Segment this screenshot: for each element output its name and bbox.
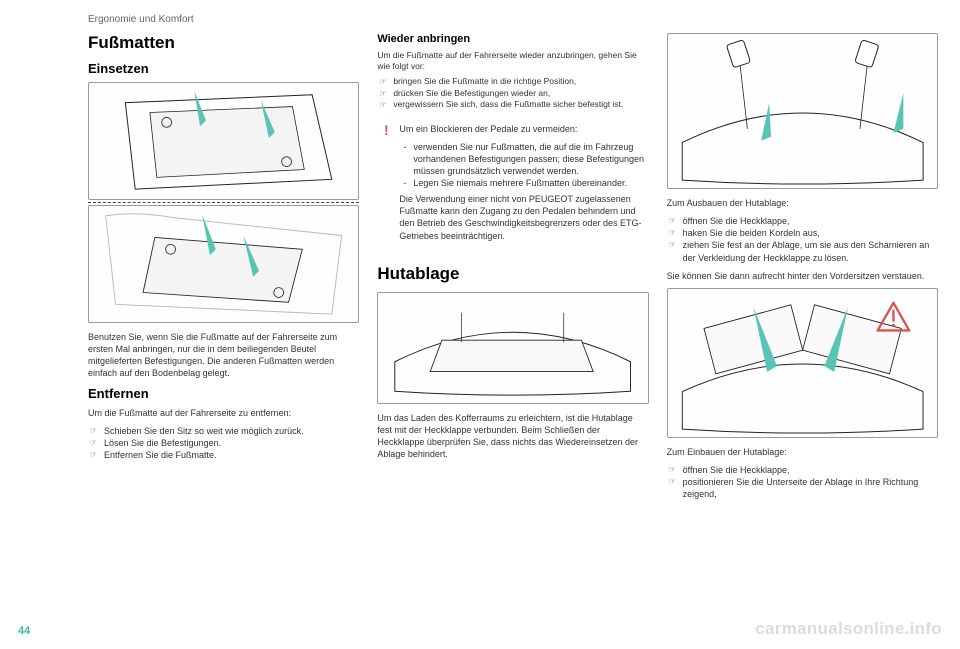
section-header: Ergonomie und Komfort xyxy=(88,14,938,25)
h3-wieder: Wieder anbringen xyxy=(377,33,648,45)
list-item: Schieben Sie den Sitz so weit wie möglic… xyxy=(88,425,359,437)
illus-shelf-remove xyxy=(667,33,938,189)
page-number: 44 xyxy=(18,625,30,637)
h2-einsetzen: Einsetzen xyxy=(88,61,359,76)
list-item: ziehen Sie fest an der Ablage, um sie au… xyxy=(667,239,938,263)
h2-entfernen: Entfernen xyxy=(88,386,359,401)
p-install-shelf-lead: Zum Einbauen der Hutablage: xyxy=(667,446,938,458)
illus-shelf-trunk xyxy=(377,292,648,404)
illus-shelf-install xyxy=(667,288,938,438)
watermark: carmanualsonline.info xyxy=(755,619,942,639)
list-item: öffnen Sie die Heckklappe, xyxy=(667,215,938,227)
list-item: Entfernen Sie die Fußmatte. xyxy=(88,449,359,461)
p-remove-shelf-lead: Zum Ausbauen der Hutablage: xyxy=(667,197,938,209)
list-item: Legen Sie niemals mehrere Fußmatten über… xyxy=(399,177,644,189)
list-item: verwenden Sie nur Fußmatten, die auf die… xyxy=(399,141,644,177)
list-item: öffnen Sie die Heckklappe, xyxy=(667,464,938,476)
alert-lead: Um ein Blockieren der Pedale zu vermeide… xyxy=(399,123,644,135)
list-reinstall: bringen Sie die Fußmatte in die richtige… xyxy=(377,76,648,110)
alert-box: ! Um ein Blockieren der Pedale zu vermei… xyxy=(377,117,648,254)
list-item: drücken Sie die Befestigungen wieder an, xyxy=(377,88,648,99)
list-item: Lösen Sie die Befestigungen. xyxy=(88,437,359,449)
list-item: haken Sie die beiden Kordeln aus, xyxy=(667,227,938,239)
list-item: bringen Sie die Fußmatte in die richtige… xyxy=(377,76,648,87)
alert-content: Um ein Blockieren der Pedale zu vermeide… xyxy=(399,123,644,248)
list-remove-shelf: öffnen Sie die Heckklappe, haken Sie die… xyxy=(667,215,938,264)
list-install-shelf: öffnen Sie die Heckklappe, positionieren… xyxy=(667,464,938,500)
list-remove: Schieben Sie den Sitz so weit wie möglic… xyxy=(88,425,359,461)
manual-page: Ergonomie und Komfort Fußmatten Einsetze… xyxy=(0,0,960,649)
divider-dashed xyxy=(88,202,359,203)
column-3: Zum Ausbauen der Hutablage: öffnen Sie d… xyxy=(667,33,938,506)
p-reinstall-lead: Um die Fußmatte auf der Fahrerseite wied… xyxy=(377,50,648,72)
alert-icon: ! xyxy=(379,123,393,248)
list-item: positionieren Sie die Unterseite der Abl… xyxy=(667,476,938,500)
p-remove-lead: Um die Fußmatte auf der Fahrerseite zu e… xyxy=(88,407,359,419)
illus-mat-install-bottom xyxy=(88,205,359,323)
alert-list: verwenden Sie nur Fußmatten, die auf die… xyxy=(399,141,644,190)
columns: Fußmatten Einsetzen xyxy=(88,33,938,506)
column-1: Fußmatten Einsetzen xyxy=(88,33,359,506)
alert-tail: Die Verwendung einer nicht von PEUGEOT z… xyxy=(399,193,644,242)
list-item: vergewissern Sie sich, dass die Fußmatte… xyxy=(377,99,648,110)
h1-fussmatten: Fußmatten xyxy=(88,33,359,53)
p-install-note: Benutzen Sie, wenn Sie die Fußmatte auf … xyxy=(88,331,359,380)
h1-hutablage: Hutablage xyxy=(377,264,648,284)
p-stow-note: Sie können Sie dann aufrecht hinter den … xyxy=(667,270,938,282)
illus-mat-install-top xyxy=(88,82,359,200)
column-2: Wieder anbringen Um die Fußmatte auf der… xyxy=(377,33,648,506)
p-shelf-note: Um das Laden des Kofferraums zu erleicht… xyxy=(377,412,648,461)
